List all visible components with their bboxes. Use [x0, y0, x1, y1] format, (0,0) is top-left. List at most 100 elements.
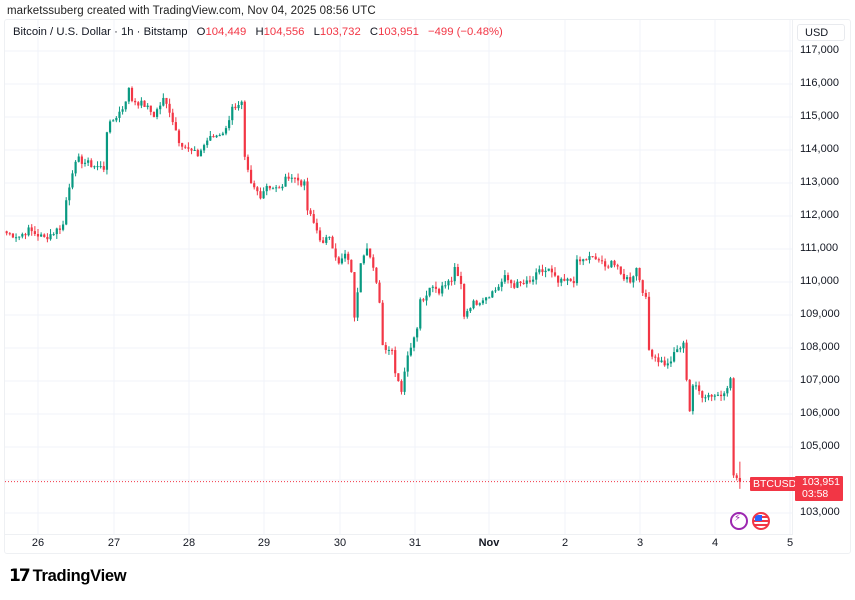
candle-body	[716, 394, 720, 396]
candle-body	[522, 283, 525, 285]
candle-body	[685, 342, 688, 380]
low-label: L	[313, 26, 320, 38]
candle-body	[563, 278, 566, 281]
candle-body	[303, 181, 306, 186]
candle-body	[190, 148, 193, 151]
candle-body	[365, 248, 369, 256]
candle-body	[481, 300, 485, 304]
candle-body	[27, 227, 30, 236]
candle-body	[466, 311, 469, 317]
candle-body	[397, 373, 400, 382]
candle-body	[616, 265, 619, 267]
candle-body	[547, 268, 550, 271]
chart-frame	[4, 19, 851, 554]
candle-body	[118, 111, 121, 118]
candle-body	[83, 162, 87, 164]
candle-body	[165, 97, 168, 104]
candle-body	[632, 276, 635, 283]
candle-body	[729, 378, 732, 389]
candle-body	[594, 256, 597, 260]
candle-body	[738, 477, 741, 482]
candle-body	[400, 381, 403, 392]
candle-body	[281, 186, 284, 189]
events-lightning-icon[interactable]	[730, 512, 748, 530]
candle-body	[184, 146, 187, 148]
candle-body	[155, 109, 159, 117]
candle-body	[171, 112, 174, 123]
last-price-tag: 103,951 03:58	[795, 476, 843, 501]
candle-body	[475, 300, 478, 305]
candle-body	[604, 261, 607, 267]
candle-body	[343, 253, 347, 259]
candle-body	[40, 234, 43, 237]
candle-body	[115, 117, 118, 121]
price-axis[interactable]	[792, 20, 850, 535]
candle-body	[231, 106, 234, 121]
candle-body	[177, 130, 181, 144]
candle-body	[472, 300, 475, 309]
candle-body	[531, 279, 535, 282]
candle-body	[375, 267, 378, 283]
candle-body	[378, 282, 381, 303]
candle-body	[651, 349, 654, 357]
candle-body	[428, 287, 431, 296]
candle-body	[682, 342, 685, 349]
candle-body	[406, 355, 409, 372]
candle-body	[447, 280, 450, 286]
candle-body	[262, 191, 265, 199]
candle-body	[58, 228, 62, 230]
time-tick: 29	[257, 537, 271, 549]
candle-body	[538, 269, 541, 273]
candle-body	[350, 259, 353, 273]
candle-body	[152, 111, 156, 117]
close-label: C	[369, 26, 379, 38]
candle-body	[237, 104, 240, 109]
bar-countdown: 03:58	[802, 487, 829, 500]
symbol-title[interactable]: Bitcoin / U.S. Dollar · 1h · Bitstamp	[13, 26, 188, 38]
candle-body	[569, 278, 572, 282]
candle-body	[629, 277, 632, 283]
candle-body	[65, 200, 68, 225]
currency-button[interactable]: USD	[797, 24, 845, 41]
candle-body	[293, 177, 297, 179]
price-tick: 114,000	[800, 143, 839, 155]
candle-body	[300, 180, 303, 186]
tradingview-logo[interactable]: 17 TradingView	[9, 566, 127, 586]
price-tick: 110,000	[800, 275, 839, 287]
candle-body	[193, 149, 196, 151]
candle-body	[347, 253, 350, 260]
candle-body	[240, 101, 243, 105]
candle-body	[503, 275, 506, 282]
candle-body	[644, 292, 647, 297]
candle-body	[174, 122, 177, 131]
candle-body	[137, 102, 140, 106]
candle-body	[585, 259, 588, 261]
candle-body	[71, 173, 74, 188]
candle-body	[506, 275, 510, 281]
candle-body	[419, 299, 422, 329]
candle-body	[463, 283, 466, 317]
candle-body	[528, 280, 532, 282]
candle-body	[146, 105, 149, 108]
candle-body	[572, 281, 575, 284]
candle-body	[112, 120, 115, 122]
candle-body	[456, 266, 459, 276]
time-tick: 27	[107, 537, 121, 549]
candle-body	[93, 166, 96, 168]
candle-body	[638, 267, 641, 281]
candle-body	[437, 288, 441, 294]
candle-body	[215, 135, 218, 138]
candle-body	[381, 302, 384, 346]
candle-body	[660, 360, 663, 363]
time-axis[interactable]	[5, 534, 792, 535]
chart-credit: marketssuberg created with TradingView.c…	[7, 5, 376, 17]
price-tick: 103,000	[800, 506, 840, 518]
candle-body	[243, 101, 246, 157]
us-flag-icon[interactable]	[752, 512, 770, 530]
candle-body	[535, 272, 538, 280]
candle-body	[253, 183, 256, 188]
candle-body	[666, 363, 669, 366]
candle-body	[296, 177, 300, 181]
candle-body	[90, 160, 93, 168]
